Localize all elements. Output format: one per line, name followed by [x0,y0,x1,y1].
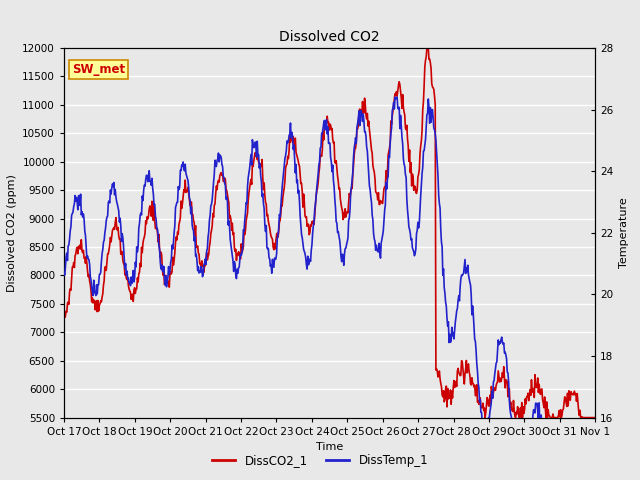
Y-axis label: Dissolved CO2 (ppm): Dissolved CO2 (ppm) [6,174,17,292]
Legend: DissCO2_1, DissTemp_1: DissCO2_1, DissTemp_1 [207,449,433,472]
X-axis label: Time: Time [316,442,343,452]
Text: SW_met: SW_met [72,63,125,76]
Title: Dissolved CO2: Dissolved CO2 [279,30,380,44]
Y-axis label: Temperature: Temperature [619,197,629,268]
